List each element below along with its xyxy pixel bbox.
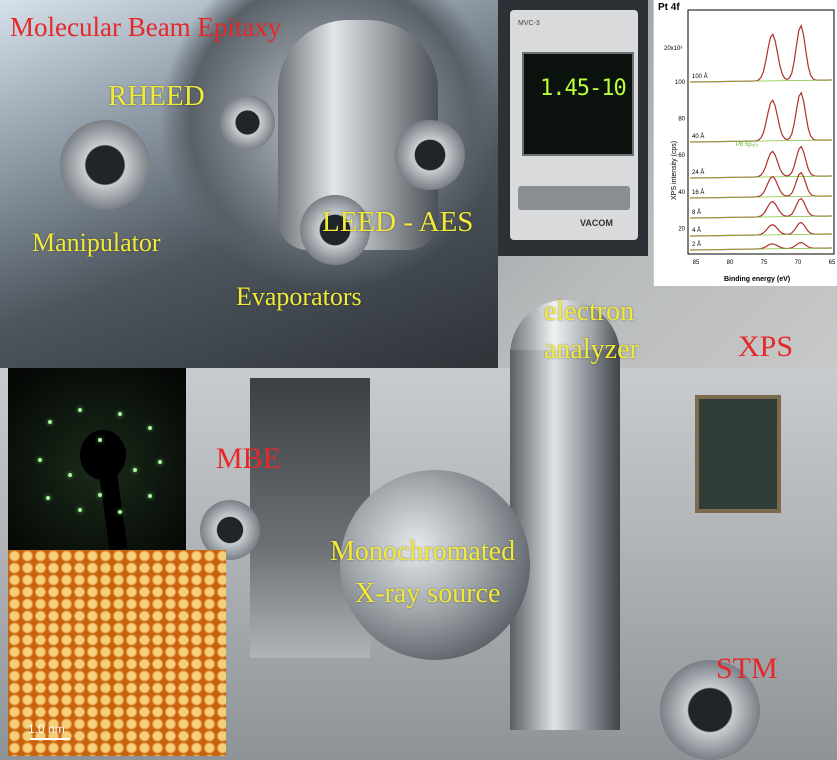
label-manipulator: Manipulator [32,228,161,257]
leed-spot [158,460,162,464]
leed-spot [148,494,152,498]
xps-y-tick-label: 100 [675,80,686,86]
leed-spot [98,438,102,442]
stm-image-inset [8,550,226,756]
xps-y-tick-label: 60 [678,153,685,159]
xps-curve-label: 8 Å [692,209,701,216]
stm-flange [660,660,760,760]
leed-spot [118,412,122,416]
label-electron: electron [544,296,635,327]
leed-pattern-inset [8,368,186,551]
monochromator-chamber [340,470,530,660]
leed-spot [98,493,102,497]
leed-flange [300,195,370,265]
label-x-ray-source: X-ray source [355,578,501,609]
gauge-face: MVC-3 1.45-10 VACOM [510,10,638,240]
chalkboard [695,395,781,513]
analyzer-column [510,350,620,730]
xps-curve-label: 16 Å [692,189,704,196]
xps-y-tick-label: 40 [678,190,685,196]
xps-y-tick-label: 20 [678,226,685,232]
leed-spot [48,420,52,424]
leed-spot [68,473,72,477]
gauge-reading: 1.45-10 [540,76,627,101]
stm-scale-label: 1.0 nm [28,722,65,736]
label-stm: STM [716,652,778,685]
leed-spot [118,510,122,514]
label-analyzer: analyzer [544,334,639,365]
xps-y-tick-label: 80 [678,117,685,123]
xps-baseline [689,79,833,83]
leed-spot [38,458,42,462]
gauge-brand: VACOM [580,218,613,228]
leed-spot [46,496,50,500]
xps-curve-label: 40 Å [692,133,704,140]
electronics-rack [250,378,370,658]
xps-curves [689,24,833,251]
label-xps: XPS [738,330,794,363]
xps-x-tick-label: 75 [761,260,768,266]
label-rheed: RHEED [108,80,205,112]
stm-scale-bar [30,738,70,740]
xps-curve-label: 24 Å [692,169,704,176]
xps-curve-label: 4 Å [692,227,701,234]
xps-baseline [689,195,833,199]
manipulator-flange [60,120,150,210]
xps-baseline [689,215,833,219]
xps-x-label: Binding energy (eV) [724,276,790,283]
leed-spot [148,426,152,430]
xps-spectrum-plot: 100 80 60 40 20 85 80 75 70 65 100 Å 40 Å 24 Å 16 Å… [658,2,836,283]
xps-annotation: Pb 5p₃/₂ [736,142,759,148]
label-mbe: MBE [216,442,282,475]
xps-x-tick-label: 65 [829,260,836,266]
xps-baseline [689,233,833,237]
chamber-flange [395,120,465,190]
xps-curve-label: 100 Å [692,73,708,80]
xps-x-tick-label: 70 [795,260,802,266]
leed-spot [133,468,137,472]
xps-title: Pt 4f [658,2,680,13]
label-molecular-beam-epitaxy: Molecular Beam Epitaxy [10,12,282,42]
label-evaporators: Evaporators [236,282,362,311]
leed-spot [78,508,82,512]
xps-y-ticks: 100 80 60 40 20 [675,80,686,232]
xps-y-label: XPS intensity (cps) [671,141,678,200]
xps-curve-label: 2 Å [692,241,701,248]
label-leed-aes: LEED - AES [322,206,474,238]
xps-x-tick-label: 85 [693,260,700,266]
xps-baseline [689,139,833,143]
gauge-buttons [518,186,630,210]
xps-x-ticks: 85 80 75 70 65 [693,260,836,266]
xps-baseline [689,175,833,179]
xps-spectrum-inset: 100 80 60 40 20 85 80 75 70 65 100 Å 40 Å 24 Å 16 Å… [653,0,837,286]
gauge-display: 1.45-10 [522,52,634,156]
rheed-flange [220,95,275,150]
xps-curve-labels: 100 Å 40 Å 24 Å 16 Å 8 Å 4 Å 2 Å [692,73,708,248]
xps-baseline [689,247,833,251]
xps-x-tick-label: 80 [727,260,734,266]
pressure-gauge: MVC-3 1.45-10 VACOM [498,0,648,256]
label-monochromated: Monochromated [330,536,516,567]
xps-y-exponent: 20x10³ [664,46,682,52]
mbe-system-photo [0,0,498,368]
leed-gun-holder [98,467,128,551]
gauge-model: MVC-3 [518,20,540,27]
leed-spot [78,408,82,412]
